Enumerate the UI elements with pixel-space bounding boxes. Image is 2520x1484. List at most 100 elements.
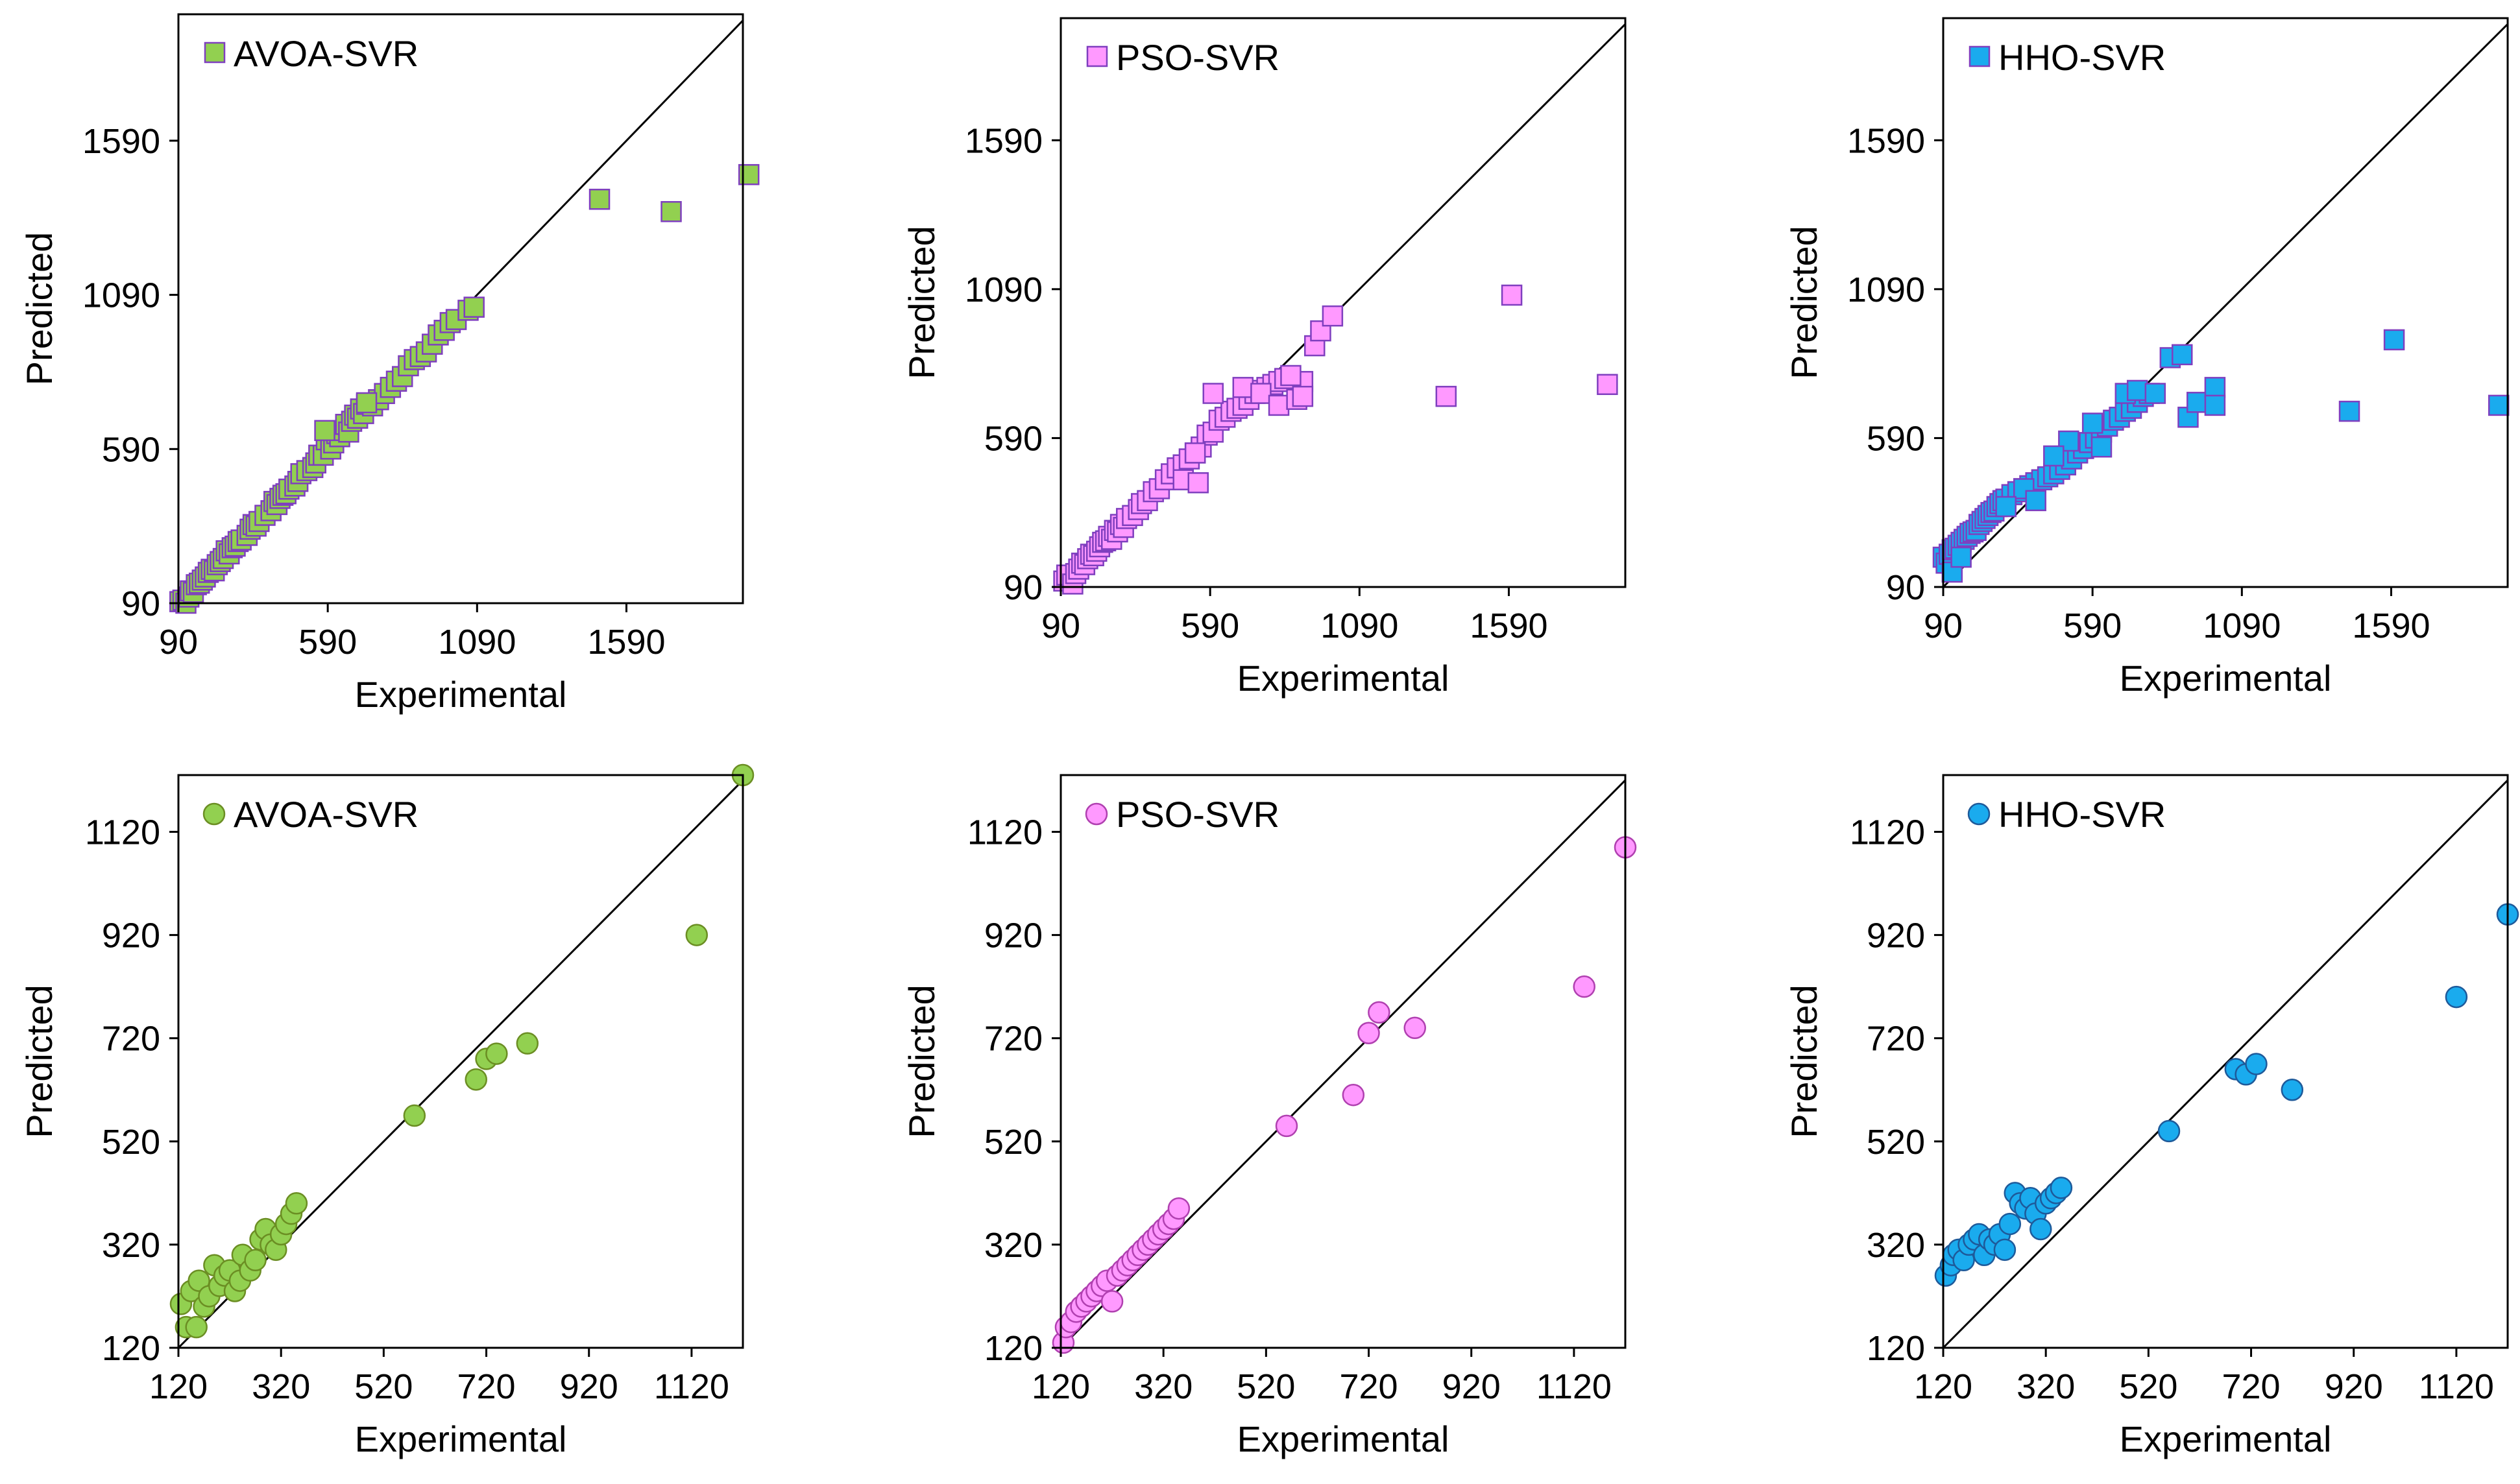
data-point <box>1184 442 1206 464</box>
data-point <box>1993 1238 2017 1262</box>
data-point <box>2144 383 2166 404</box>
y-tick-label: 720 <box>1867 1020 1925 1059</box>
y-axis-label: Predicted <box>901 985 942 1138</box>
data-point <box>1268 394 1290 416</box>
data-point <box>1403 1016 1426 1040</box>
x-tick-label: 720 <box>2222 1367 2280 1406</box>
data-point <box>1100 1290 1124 1313</box>
data-point <box>2281 1079 2304 1101</box>
data-point <box>356 392 378 414</box>
y-tick-label: 590 <box>102 430 160 469</box>
x-tick-label: 590 <box>298 623 357 662</box>
legend-marker <box>1085 802 1108 826</box>
legend-marker <box>1969 45 1991 67</box>
y-tick-label: 520 <box>102 1123 160 1162</box>
data-point <box>1275 1114 1298 1138</box>
x-tick-label: 1090 <box>438 623 516 662</box>
y-tick-label: 1120 <box>967 813 1043 852</box>
chart-panel-test-avoa: 120 320 520 720 920 1120 120 320 520 720 920 1120 Ex… <box>19 763 755 1459</box>
data-point <box>2081 413 2103 434</box>
x-tick-label: 120 <box>1914 1367 1972 1406</box>
x-tick-label: 1090 <box>2203 606 2281 645</box>
chart-panel-train-pso: 90 590 1090 1590 90 590 1090 1590 Experimental Pr… <box>901 17 1627 699</box>
data-point <box>2383 329 2405 351</box>
y-tick-label: 520 <box>1867 1123 1925 1162</box>
y-axis-label: Predicted <box>19 232 60 386</box>
data-point <box>2025 490 2046 512</box>
x-tick-label: 1120 <box>2419 1367 2494 1406</box>
y-tick-label: 120 <box>1867 1329 1925 1368</box>
legend-label: AVOA-SVR <box>234 33 418 74</box>
data-point <box>2204 377 2226 398</box>
data-point <box>1250 383 1272 404</box>
data-point <box>188 1269 210 1292</box>
data-point <box>2204 394 2226 416</box>
y-tick-label: 1590 <box>1847 121 1925 160</box>
data-point <box>1998 1212 2022 1236</box>
y-tick-label: 1590 <box>965 121 1043 160</box>
x-tick-label: 1590 <box>587 623 665 662</box>
data-point <box>2187 392 2208 413</box>
data-point <box>1995 496 2017 518</box>
x-tick-label: 590 <box>2063 606 2122 645</box>
x-tick-label: 90 <box>1041 606 1080 645</box>
y-tick-label: 1590 <box>82 122 160 161</box>
y-tick-label: 720 <box>984 1020 1043 1059</box>
x-tick-label: 720 <box>457 1367 515 1406</box>
y-tick-label: 720 <box>102 1020 160 1059</box>
legend-label: PSO-SVR <box>1116 794 1279 835</box>
legend-marker <box>1086 45 1108 67</box>
legend-label: HHO-SVR <box>1998 794 2166 835</box>
y-tick-label: 920 <box>102 916 160 955</box>
data-point <box>1280 365 1302 387</box>
data-point <box>1435 385 1457 407</box>
y-tick-label: 320 <box>102 1226 160 1265</box>
x-tick-label: 320 <box>2017 1367 2075 1406</box>
data-point <box>1357 1022 1380 1044</box>
data-point <box>2043 445 2065 467</box>
x-tick-label: 320 <box>252 1367 310 1406</box>
x-tick-label: 120 <box>149 1367 208 1406</box>
data-point <box>1167 1197 1191 1220</box>
data-point <box>1187 472 1209 494</box>
legend-label: HHO-SVR <box>1998 37 2166 78</box>
data-point <box>2172 344 2193 366</box>
y-tick-label: 120 <box>102 1329 160 1368</box>
data-point <box>1292 385 1314 407</box>
y-axis-label: Predicted <box>1784 226 1824 379</box>
y-tick-label: 1090 <box>82 276 160 315</box>
data-point <box>2245 1053 2268 1075</box>
y-tick-label: 120 <box>984 1329 1043 1368</box>
data-point <box>1501 284 1523 306</box>
data-point <box>2488 394 2510 416</box>
y-axis-label: Predicted <box>901 226 942 379</box>
data-point <box>1597 374 1618 396</box>
chart-panel-train-hho: 90 590 1090 1590 90 590 1090 1590 Experimental Pr… <box>1784 17 2510 699</box>
x-tick-label: 520 <box>354 1367 413 1406</box>
x-tick-label: 90 <box>159 623 198 662</box>
y-tick-label: 90 <box>1004 568 1043 607</box>
chart-panel-test-hho: 120 320 520 720 920 1120 120 320 520 720 920 1120 Ex… <box>1784 774 2519 1459</box>
plot-frame <box>1060 774 1627 1349</box>
x-axis-label: Experimental <box>2120 1418 2332 1459</box>
plot-frame <box>177 774 744 1349</box>
data-point <box>2050 1177 2073 1199</box>
data-point <box>403 1104 426 1127</box>
data-point <box>185 1315 208 1339</box>
data-point <box>588 188 611 210</box>
x-tick-label: 90 <box>1924 606 1963 645</box>
data-point <box>1202 383 1224 404</box>
x-tick-label: 1090 <box>1320 606 1398 645</box>
y-tick-label: 590 <box>984 419 1043 458</box>
y-tick-label: 90 <box>121 584 160 623</box>
data-point <box>685 924 709 946</box>
legend-label: PSO-SVR <box>1116 37 1279 78</box>
y-tick-label: 590 <box>1867 419 1925 458</box>
x-tick-label: 920 <box>1442 1367 1501 1406</box>
x-tick-label: 520 <box>2119 1367 2177 1406</box>
data-point <box>2157 1119 2181 1143</box>
data-point <box>2090 436 2113 458</box>
x-tick-label: 720 <box>1339 1367 1398 1406</box>
x-axis-label: Experimental <box>1237 658 1449 699</box>
chart-panel-train-avoa: 90 590 1090 1590 90 590 1090 1590 Experimental Pr… <box>19 13 760 715</box>
